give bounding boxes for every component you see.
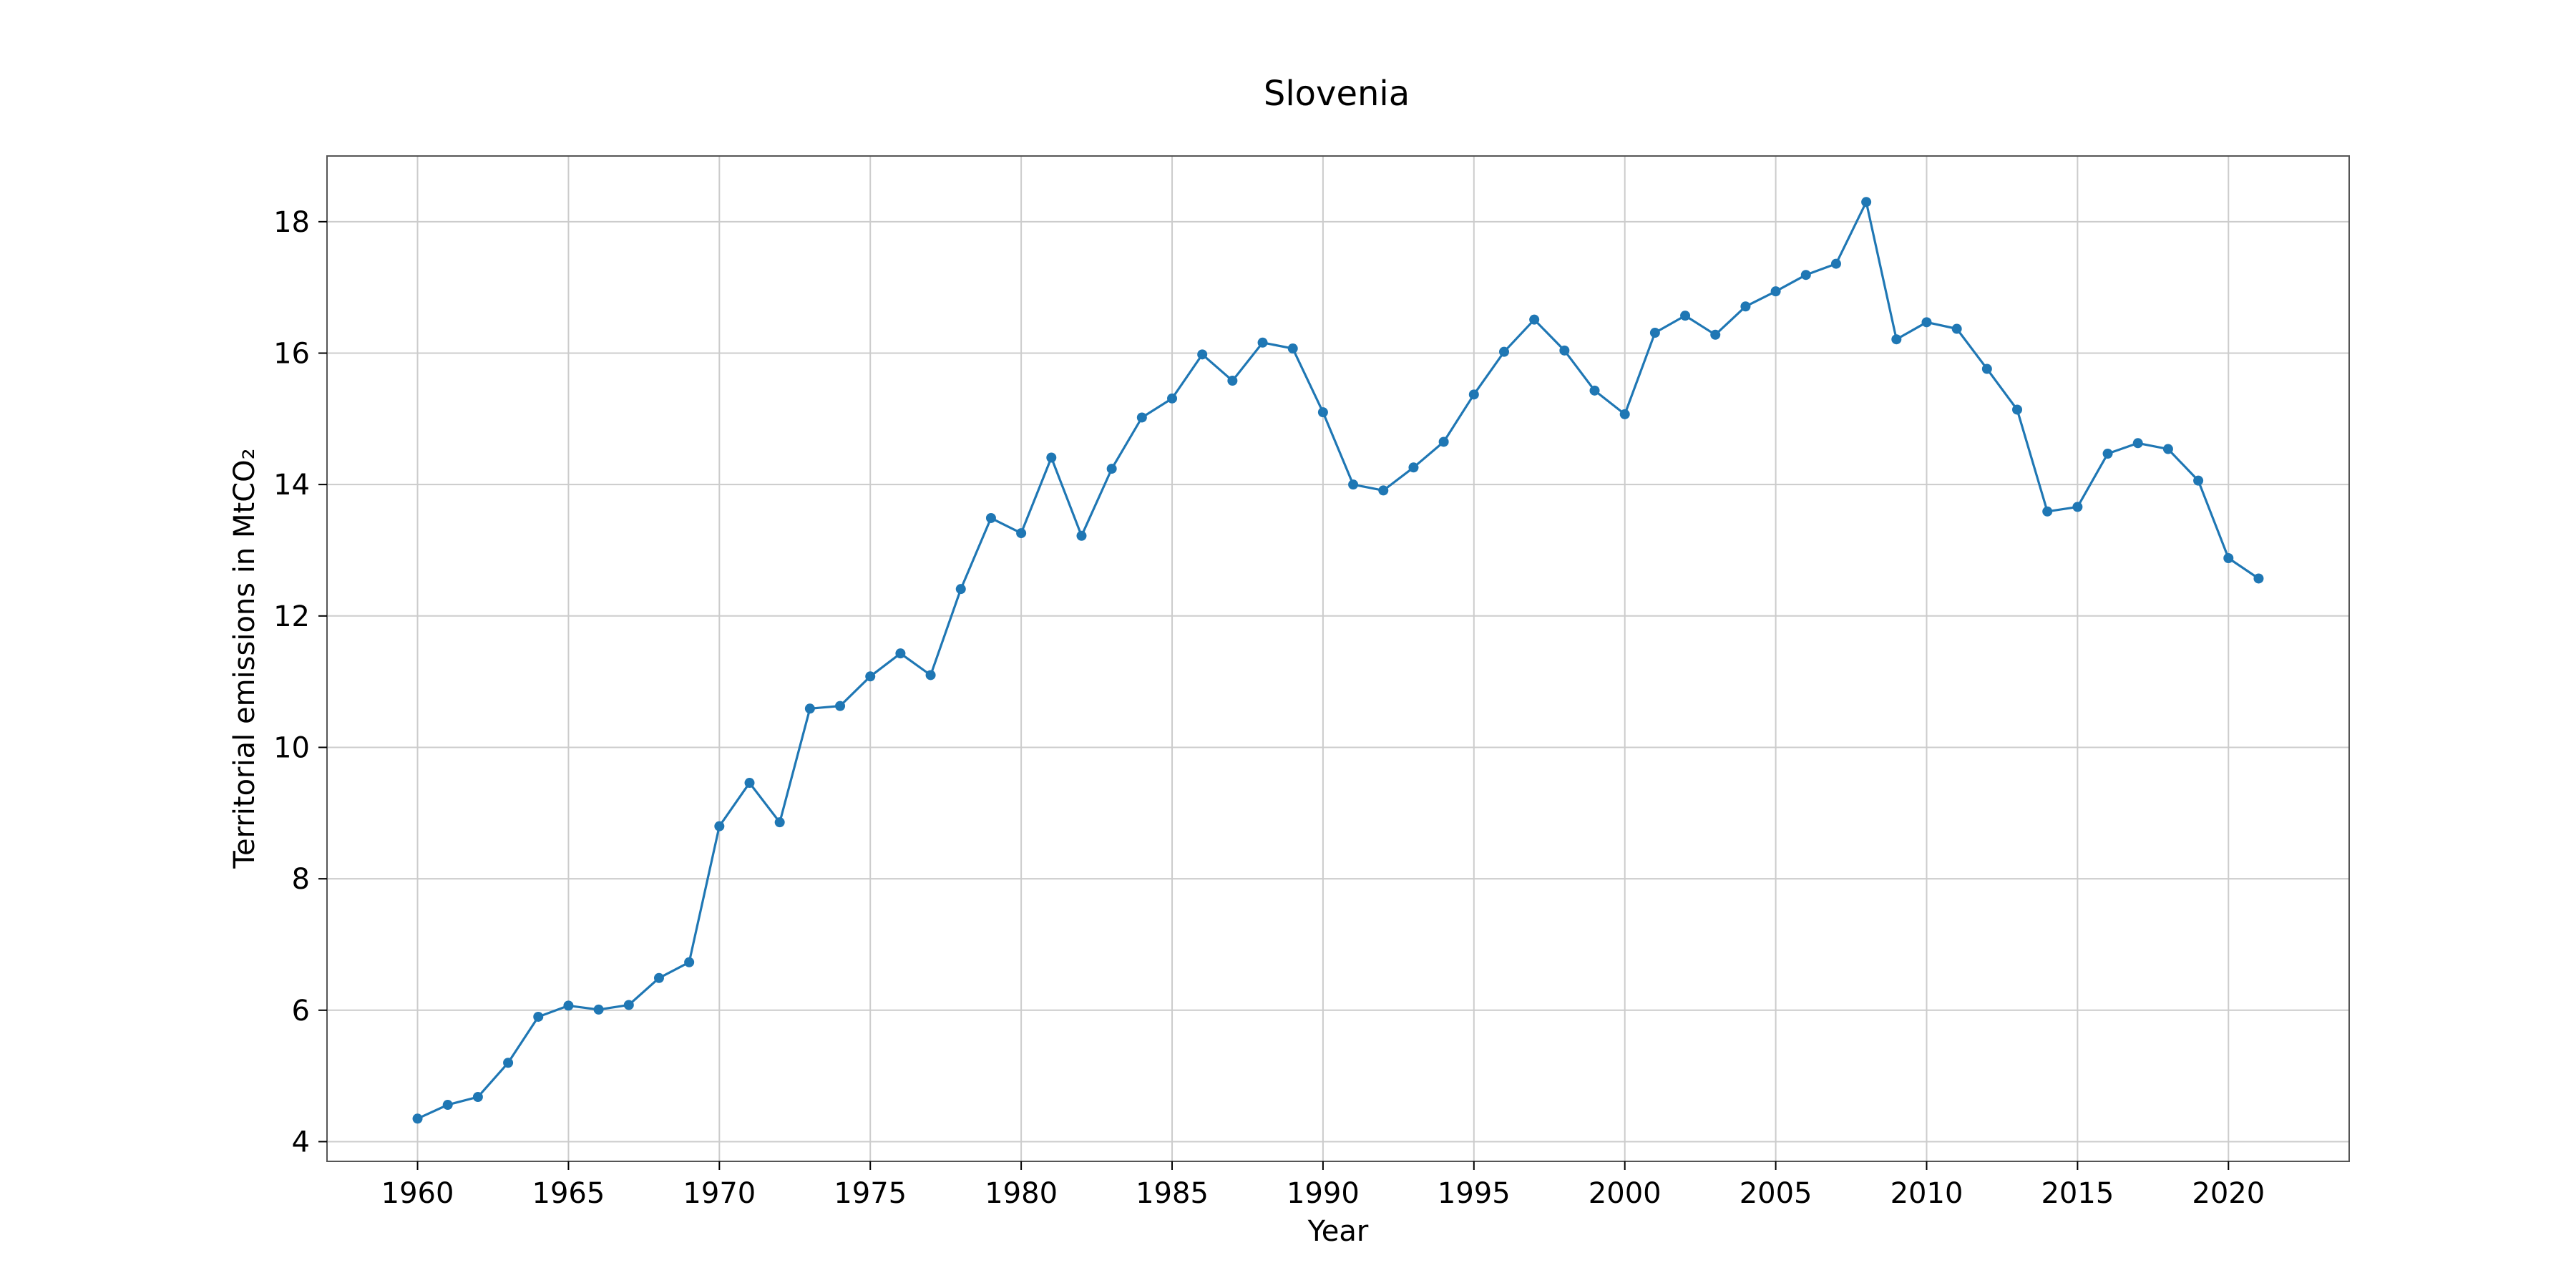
x-tick-label: 1965 <box>532 1177 605 1210</box>
data-point <box>1317 407 1328 418</box>
data-point <box>955 584 966 595</box>
x-tick-label: 1960 <box>381 1177 454 1210</box>
y-tick-label: 4 <box>292 1126 310 1158</box>
x-tick-label: 1975 <box>834 1177 907 1210</box>
data-point <box>1227 376 1238 386</box>
data-point <box>1106 464 1117 474</box>
data-point <box>1076 530 1087 541</box>
data-point <box>2193 475 2204 486</box>
data-point <box>623 1000 634 1010</box>
data-point <box>1981 364 1992 374</box>
y-tick-label: 18 <box>273 206 310 239</box>
data-point <box>1136 412 1147 423</box>
data-point <box>1770 286 1781 297</box>
data-point <box>2072 502 2083 512</box>
data-point <box>1257 337 1268 348</box>
y-tick-label: 12 <box>273 600 310 633</box>
data-point <box>1861 197 1872 208</box>
data-point <box>1800 270 1811 280</box>
data-point <box>1468 389 1479 400</box>
grid-lines <box>327 156 2349 1161</box>
data-point <box>563 1000 574 1011</box>
data-point <box>1649 328 1660 338</box>
data-point <box>2253 573 2264 584</box>
data-point <box>835 701 846 711</box>
x-tick-label: 1970 <box>683 1177 756 1210</box>
y-tick-label: 8 <box>292 863 310 896</box>
data-point <box>1197 349 1208 360</box>
data-point <box>1378 485 1389 496</box>
data-point <box>1710 329 1721 340</box>
data-point <box>2042 506 2053 517</box>
y-axis-label: Territorial emissions in MtCO₂ <box>228 448 261 869</box>
data-point <box>1559 345 1570 356</box>
data-point <box>774 817 785 828</box>
data-point <box>653 972 664 983</box>
data-point <box>1287 343 1298 354</box>
data-point <box>804 703 815 714</box>
data-point <box>1438 436 1449 447</box>
x-tick-label: 1995 <box>1438 1177 1511 1210</box>
data-point <box>1498 346 1509 357</box>
y-tick-label: 16 <box>273 337 310 370</box>
x-axis: 1960 1965 1970 1975 1980 1985 1990 1995 2000 2005… <box>381 1161 2265 1210</box>
data-point <box>2223 553 2234 563</box>
x-tick-label: 1980 <box>985 1177 1058 1210</box>
data-point <box>1589 385 1600 396</box>
data-point <box>925 670 936 680</box>
series-line <box>416 200 2260 1120</box>
data-point <box>1167 393 1178 404</box>
data-point <box>1740 301 1751 312</box>
x-axis-label: Year <box>1307 1215 1369 1248</box>
data-point <box>714 821 725 831</box>
x-tick-label: 2015 <box>2041 1177 2114 1210</box>
data-point <box>503 1058 514 1068</box>
data-point <box>1921 317 1932 328</box>
data-point <box>593 1004 604 1015</box>
data-point <box>985 512 996 523</box>
y-tick-label: 14 <box>273 469 310 502</box>
data-point <box>1951 323 1962 334</box>
y-axis: 4 6 8 10 12 14 16 18 <box>273 206 327 1158</box>
data-point <box>533 1011 544 1022</box>
plot-frame <box>326 155 2350 1162</box>
data-point <box>1016 528 1027 539</box>
x-tick-label: 1990 <box>1287 1177 1360 1210</box>
data-point <box>684 957 695 967</box>
x-tick-label: 2010 <box>1890 1177 1963 1210</box>
data-point <box>472 1092 483 1103</box>
data-point <box>2102 448 2113 459</box>
data-point <box>2162 444 2173 454</box>
data-point <box>2012 404 2023 415</box>
data-point <box>1680 311 1691 321</box>
data-point <box>895 648 906 659</box>
x-tick-label: 2005 <box>1740 1177 1813 1210</box>
data-point <box>744 778 755 789</box>
chart-title: Slovenia <box>1264 74 1410 114</box>
x-tick-label: 2000 <box>1589 1177 1662 1210</box>
data-point <box>1619 409 1630 419</box>
y-tick-label: 10 <box>273 731 310 764</box>
data-point <box>1408 462 1419 473</box>
data-point <box>1891 334 1902 345</box>
x-tick-label: 1985 <box>1136 1177 1209 1210</box>
x-tick-label: 2020 <box>2192 1177 2265 1210</box>
data-point <box>2132 438 2143 449</box>
data-point <box>1529 314 1540 325</box>
data-point <box>412 1113 423 1124</box>
y-tick-label: 6 <box>292 995 310 1028</box>
series-emissions <box>412 197 2264 1124</box>
data-point <box>865 671 876 682</box>
data-point <box>1348 479 1359 490</box>
data-point <box>442 1100 453 1111</box>
data-point <box>1830 258 1841 269</box>
data-point <box>1046 452 1057 463</box>
